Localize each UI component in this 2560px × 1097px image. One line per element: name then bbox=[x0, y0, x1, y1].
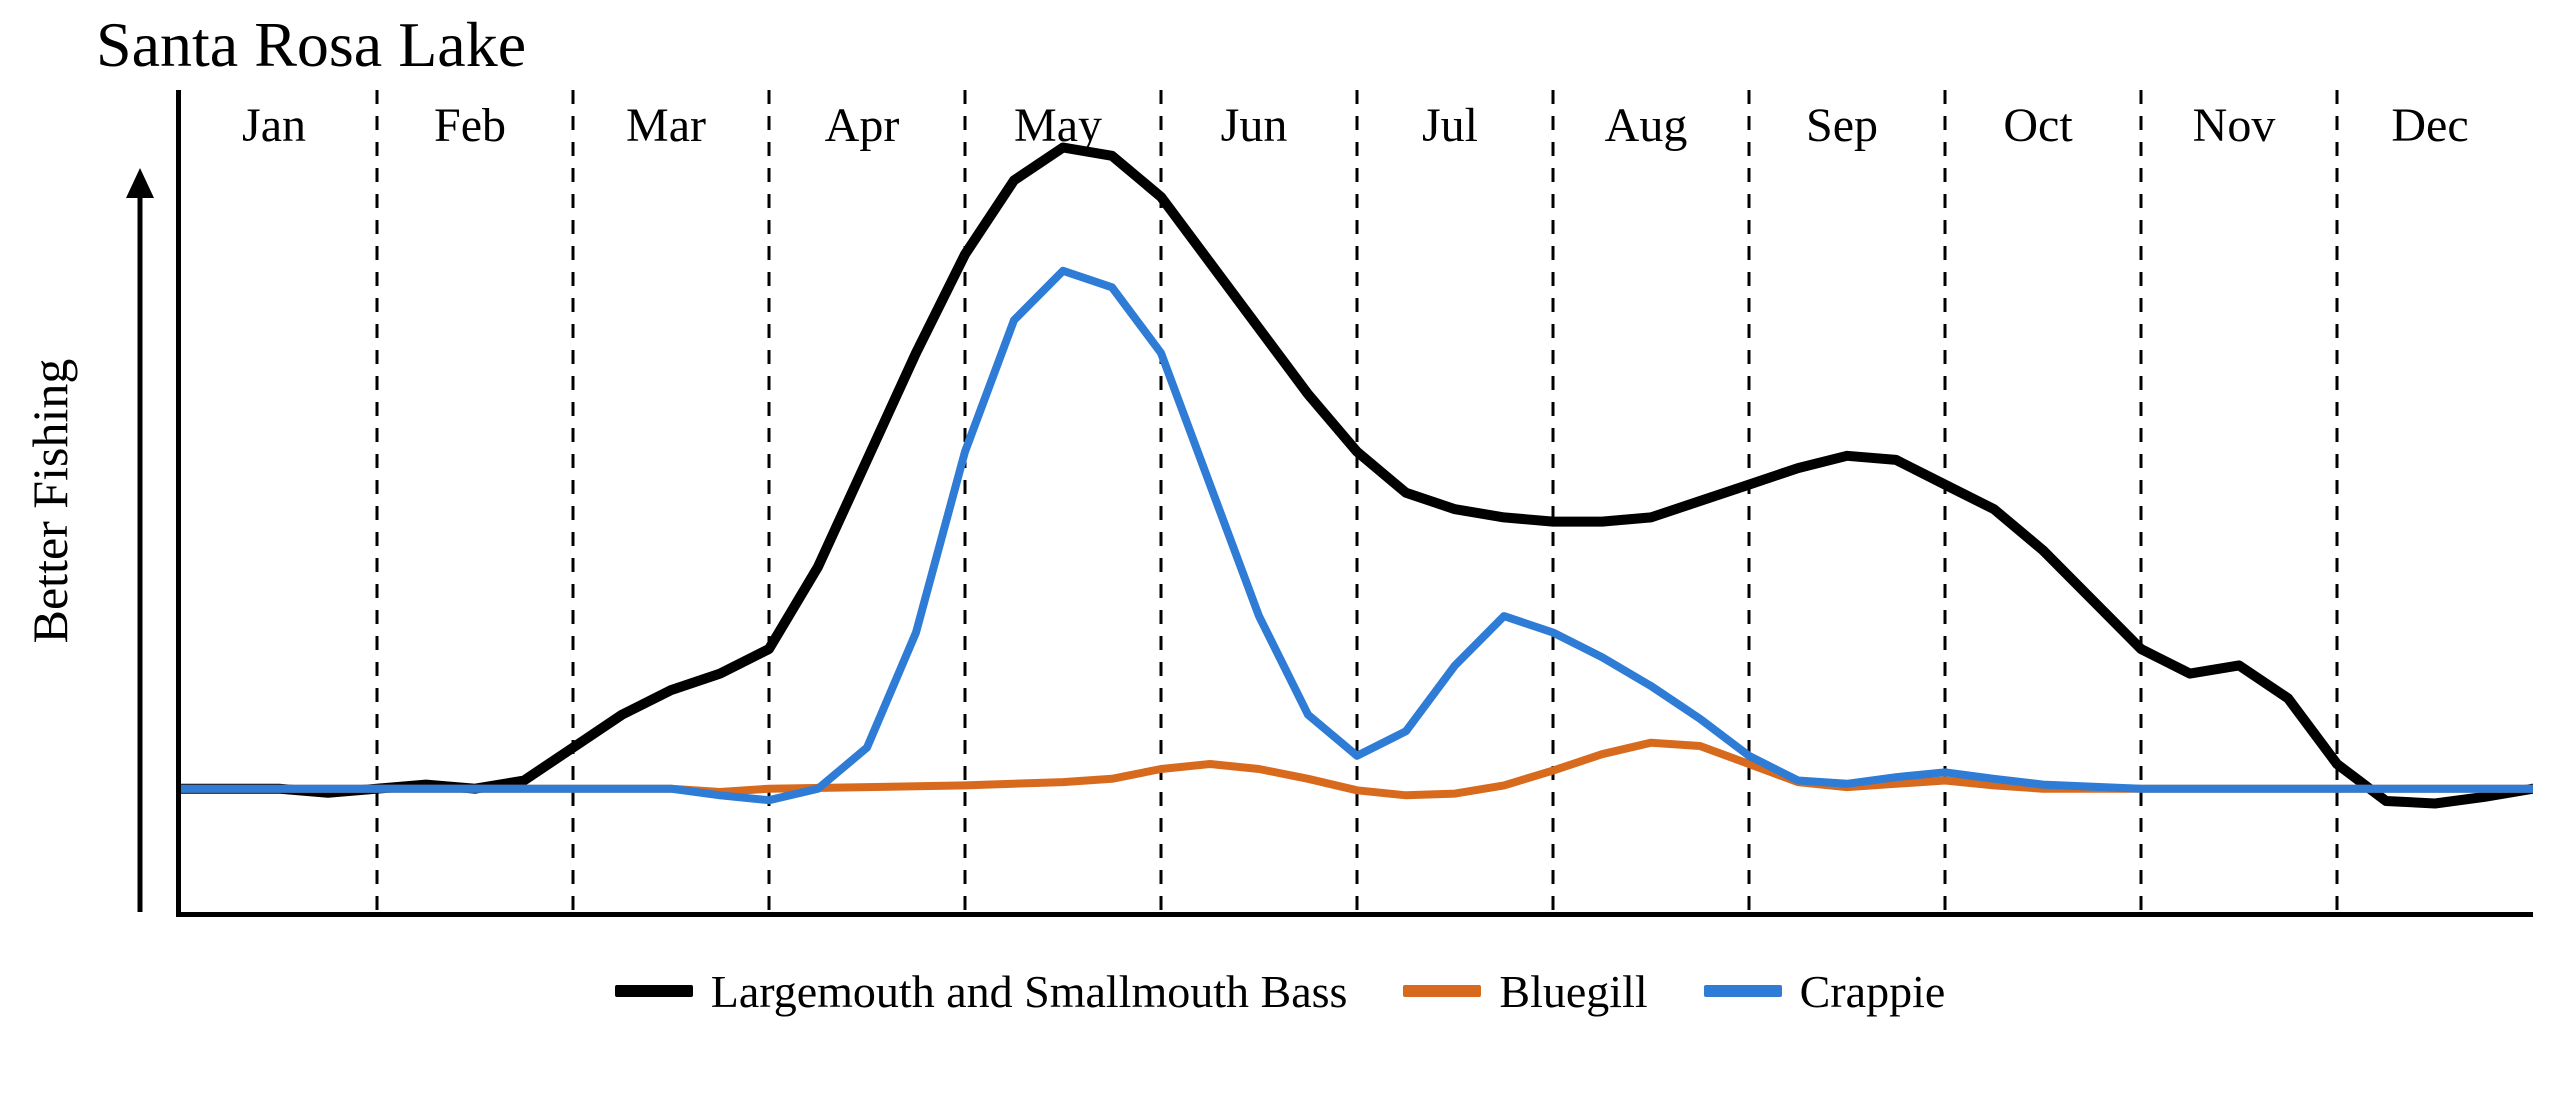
month-label: Jul bbox=[1422, 98, 1478, 153]
month-label: Mar bbox=[626, 98, 706, 153]
legend-label: Bluegill bbox=[1499, 965, 1647, 1018]
legend-label: Largemouth and Smallmouth Bass bbox=[711, 965, 1348, 1018]
chart-title: Santa Rosa Lake bbox=[96, 8, 526, 82]
legend-item: Largemouth and Smallmouth Bass bbox=[615, 965, 1348, 1018]
legend-item: Bluegill bbox=[1403, 965, 1647, 1018]
y-axis-arrow-icon bbox=[120, 168, 160, 912]
month-label: Nov bbox=[2193, 98, 2276, 153]
month-axis: Jan Feb Mar Apr May Jun Jul Aug Sep Oct Nov Dec bbox=[176, 98, 2528, 158]
legend-item: Crappie bbox=[1704, 965, 1946, 1018]
month-label: Jun bbox=[1221, 98, 1288, 153]
month-label: Oct bbox=[2003, 98, 2072, 153]
month-label: Dec bbox=[2391, 98, 2468, 153]
month-label: May bbox=[1014, 98, 1102, 153]
month-label: Apr bbox=[825, 98, 900, 153]
plot-area bbox=[176, 90, 2533, 917]
month-label: Sep bbox=[1806, 98, 1878, 153]
month-label: Jan bbox=[242, 98, 306, 153]
legend-swatch bbox=[1704, 985, 1782, 997]
series-line bbox=[181, 148, 2533, 804]
legend-label: Crappie bbox=[1800, 965, 1946, 1018]
y-axis-label-box: Better Fishing bbox=[20, 90, 80, 912]
series-group bbox=[181, 148, 2533, 804]
legend-swatch bbox=[615, 985, 693, 997]
y-axis-label: Better Fishing bbox=[21, 359, 79, 644]
month-label: Feb bbox=[434, 98, 506, 153]
legend: Largemouth and Smallmouth Bass Bluegill Cr… bbox=[0, 960, 2560, 1018]
month-label: Aug bbox=[1605, 98, 1688, 153]
legend-swatch bbox=[1403, 985, 1481, 997]
